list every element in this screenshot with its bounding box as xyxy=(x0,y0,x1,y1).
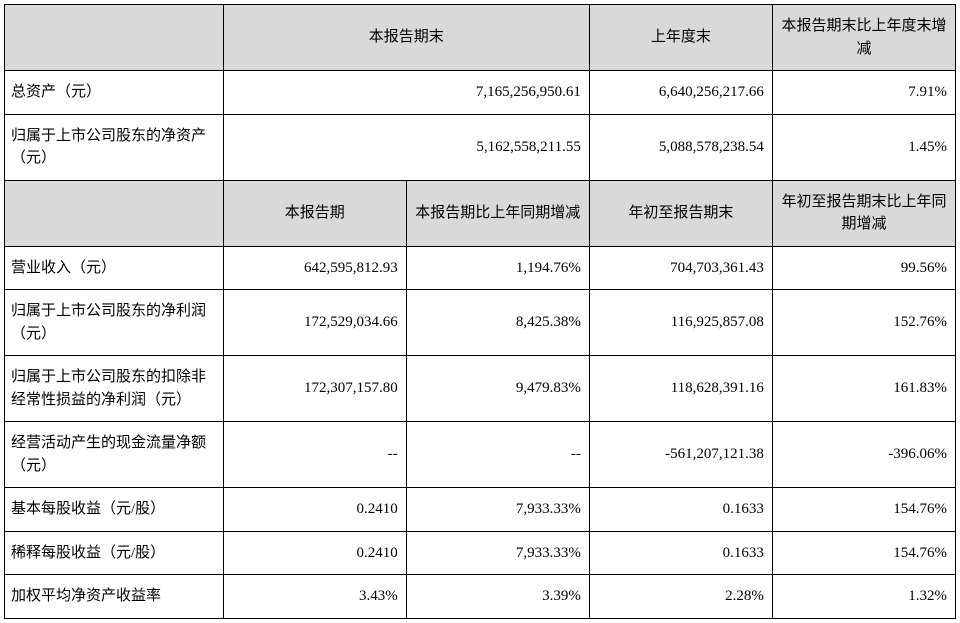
row-value: 161.83% xyxy=(772,356,955,422)
row-label: 稀释每股收益（元/股） xyxy=(5,531,224,575)
row-label: 归属于上市公司股东的扣除非经常性损益的净利润（元） xyxy=(5,356,224,422)
table-row: 基本每股收益（元/股） 0.2410 7,933.33% 0.1633 154.… xyxy=(5,488,956,532)
row-value: 6,640,256,217.66 xyxy=(589,71,772,115)
row-value: 99.56% xyxy=(772,246,955,290)
row-value: 2.28% xyxy=(589,575,772,619)
row-value: -396.06% xyxy=(772,422,955,488)
row-label: 加权平均净资产收益率 xyxy=(5,575,224,619)
row-value: 8,425.38% xyxy=(406,290,589,356)
table-row: 总资产（元） 7,165,256,950.61 6,640,256,217.66… xyxy=(5,71,956,115)
row-value: 0.1633 xyxy=(589,488,772,532)
row-value: 116,925,857.08 xyxy=(589,290,772,356)
row-value: 9,479.83% xyxy=(406,356,589,422)
row-value: 152.76% xyxy=(772,290,955,356)
financial-table: 本报告期末 上年度末 本报告期末比上年度末增减 总资产（元） 7,165,256… xyxy=(4,4,956,619)
table-header-row-1: 本报告期末 上年度末 本报告期末比上年度末增减 xyxy=(5,5,956,71)
row-value: 642,595,812.93 xyxy=(223,246,406,290)
row-value: 172,307,157.80 xyxy=(223,356,406,422)
row-value: 7,165,256,950.61 xyxy=(223,71,589,115)
table-row: 稀释每股收益（元/股） 0.2410 7,933.33% 0.1633 154.… xyxy=(5,531,956,575)
row-value: 7.91% xyxy=(772,71,955,115)
row-label: 营业收入（元） xyxy=(5,246,224,290)
row-label: 总资产（元） xyxy=(5,71,224,115)
row-value: 0.2410 xyxy=(223,531,406,575)
row-label: 归属于上市公司股东的净资产（元） xyxy=(5,114,224,180)
row-value: 1.32% xyxy=(772,575,955,619)
row-label: 基本每股收益（元/股） xyxy=(5,488,224,532)
header-period-end: 本报告期末 xyxy=(223,5,589,71)
table-row: 归属于上市公司股东的扣除非经常性损益的净利润（元） 172,307,157.80… xyxy=(5,356,956,422)
row-value: 1,194.76% xyxy=(406,246,589,290)
row-value: 3.39% xyxy=(406,575,589,619)
row-value: 172,529,034.66 xyxy=(223,290,406,356)
row-label: 归属于上市公司股东的净利润（元） xyxy=(5,290,224,356)
table-row: 归属于上市公司股东的净资产（元） 5,162,558,211.55 5,088,… xyxy=(5,114,956,180)
header-blank-2 xyxy=(5,180,224,246)
table-row: 营业收入（元） 642,595,812.93 1,194.76% 704,703… xyxy=(5,246,956,290)
row-value: 0.1633 xyxy=(589,531,772,575)
row-value: 1.45% xyxy=(772,114,955,180)
header-ytd-change: 年初至报告期末比上年同期增减 xyxy=(772,180,955,246)
table-header-row-2: 本报告期 本报告期比上年同期增减 年初至报告期末 年初至报告期末比上年同期增减 xyxy=(5,180,956,246)
table-row: 加权平均净资产收益率 3.43% 3.39% 2.28% 1.32% xyxy=(5,575,956,619)
row-value: 5,088,578,238.54 xyxy=(589,114,772,180)
header-yoy-change: 本报告期比上年同期增减 xyxy=(406,180,589,246)
table-row: 经营活动产生的现金流量净额（元） -- -- -561,207,121.38 -… xyxy=(5,422,956,488)
header-prior-year-end: 上年度末 xyxy=(589,5,772,71)
row-value: 5,162,558,211.55 xyxy=(223,114,589,180)
row-value: 0.2410 xyxy=(223,488,406,532)
header-ytd: 年初至报告期末 xyxy=(589,180,772,246)
row-value: -561,207,121.38 xyxy=(589,422,772,488)
row-value: 704,703,361.43 xyxy=(589,246,772,290)
row-value: -- xyxy=(406,422,589,488)
row-value: 3.43% xyxy=(223,575,406,619)
row-value: 154.76% xyxy=(772,488,955,532)
row-value: 7,933.33% xyxy=(406,531,589,575)
row-value: 118,628,391.16 xyxy=(589,356,772,422)
row-value: 154.76% xyxy=(772,531,955,575)
table-row: 归属于上市公司股东的净利润（元） 172,529,034.66 8,425.38… xyxy=(5,290,956,356)
row-value: 7,933.33% xyxy=(406,488,589,532)
header-change-1: 本报告期末比上年度末增减 xyxy=(772,5,955,71)
header-current-period: 本报告期 xyxy=(223,180,406,246)
header-blank-1 xyxy=(5,5,224,71)
row-label: 经营活动产生的现金流量净额（元） xyxy=(5,422,224,488)
financial-table-container: 本报告期末 上年度末 本报告期末比上年度末增减 总资产（元） 7,165,256… xyxy=(0,0,960,623)
row-value: -- xyxy=(223,422,406,488)
